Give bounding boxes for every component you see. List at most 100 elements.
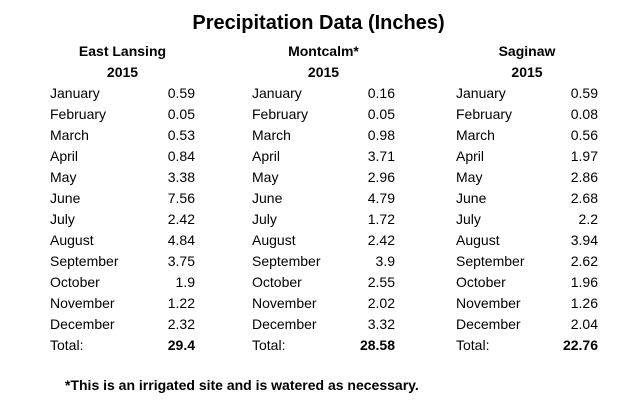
month-label: July — [456, 211, 481, 227]
site-data-rows: January 0.59 February 0.08 March 0.56 April 1.9… — [456, 83, 598, 356]
total-label: Total: — [252, 337, 286, 353]
month-label: July — [252, 211, 277, 227]
table-row: October 2.55 — [252, 272, 395, 293]
table-row: January 0.59 — [456, 83, 598, 104]
table-row: June 2.68 — [456, 188, 598, 209]
site-data-rows: January 0.16 February 0.05 March 0.98 April 3.7… — [252, 83, 395, 356]
value-cell: 2.32 — [167, 316, 195, 332]
value-cell: 2.68 — [570, 190, 598, 206]
table-row: September 3.75 — [50, 251, 195, 272]
table-row: January 0.16 — [252, 83, 395, 104]
value-cell: 0.84 — [167, 148, 195, 164]
table-row: May 3.38 — [50, 167, 195, 188]
table-row: November 1.26 — [456, 293, 598, 314]
table-row: July 2.2 — [456, 209, 598, 230]
month-label: October — [456, 274, 506, 290]
month-label: January — [252, 85, 302, 101]
value-cell: 1.96 — [570, 274, 598, 290]
table-row: April 3.71 — [252, 146, 395, 167]
month-label: June — [50, 190, 81, 206]
value-cell: 0.53 — [167, 127, 195, 143]
table-row: June 7.56 — [50, 188, 195, 209]
value-cell: 1.9 — [175, 274, 195, 290]
table-row: July 2.42 — [50, 209, 195, 230]
table-row: December 2.04 — [456, 314, 598, 335]
month-label: October — [252, 274, 302, 290]
table-row: August 4.84 — [50, 230, 195, 251]
month-label: April — [456, 148, 485, 164]
table-row: December 3.32 — [252, 314, 395, 335]
table-row: January 0.59 — [50, 83, 195, 104]
total-row: Total: 22.76 — [456, 335, 598, 356]
month-label: March — [252, 127, 291, 143]
value-cell: 2.62 — [570, 253, 598, 269]
site-column-montcalm: Montcalm* 2015 January 0.16 February 0.05 Ma… — [252, 41, 395, 356]
table-row: May 2.86 — [456, 167, 598, 188]
site-year: 2015 — [106, 64, 139, 80]
total-row: Total: 29.4 — [50, 335, 195, 356]
value-cell: 1.26 — [570, 295, 598, 311]
total-value: 29.4 — [167, 337, 195, 353]
value-cell: 2.86 — [570, 169, 598, 185]
site-name: Saginaw — [498, 43, 556, 59]
value-cell: 4.84 — [167, 232, 195, 248]
table-row: August 2.42 — [252, 230, 395, 251]
month-label: June — [252, 190, 283, 206]
table-row: February 0.05 — [50, 104, 195, 125]
month-label: February — [252, 106, 309, 122]
value-cell: 1.22 — [167, 295, 195, 311]
month-label: June — [456, 190, 487, 206]
value-cell: 2.02 — [367, 295, 395, 311]
month-label: May — [252, 169, 279, 185]
table-row: February 0.08 — [456, 104, 598, 125]
value-cell: 7.56 — [167, 190, 195, 206]
table-row: April 1.97 — [456, 146, 598, 167]
month-label: March — [456, 127, 495, 143]
table-row: March 0.98 — [252, 125, 395, 146]
table-row: May 2.96 — [252, 167, 395, 188]
month-label: December — [50, 316, 115, 332]
month-label: July — [50, 211, 75, 227]
site-year: 2015 — [307, 64, 340, 80]
footnote: *This is an irrigated site and is watere… — [65, 377, 419, 393]
table-row: November 1.22 — [50, 293, 195, 314]
month-label: October — [50, 274, 100, 290]
month-label: May — [50, 169, 77, 185]
table-row: July 1.72 — [252, 209, 395, 230]
value-cell: 3.94 — [570, 232, 598, 248]
table-row: April 0.84 — [50, 146, 195, 167]
month-label: March — [50, 127, 89, 143]
month-label: September — [50, 253, 119, 269]
month-label: August — [252, 232, 296, 248]
table-row: March 0.56 — [456, 125, 598, 146]
month-label: February — [456, 106, 513, 122]
value-cell: 2.2 — [578, 211, 598, 227]
month-label: April — [252, 148, 281, 164]
total-row: Total: 28.58 — [252, 335, 395, 356]
value-cell: 0.98 — [367, 127, 395, 143]
month-label: April — [50, 148, 79, 164]
table-row: November 2.02 — [252, 293, 395, 314]
table-row: June 4.79 — [252, 188, 395, 209]
table-row: September 3.9 — [252, 251, 395, 272]
month-label: September — [252, 253, 321, 269]
value-cell: 2.96 — [367, 169, 395, 185]
table-row: September 2.62 — [456, 251, 598, 272]
table-row: March 0.53 — [50, 125, 195, 146]
month-label: September — [456, 253, 525, 269]
table-row: December 2.32 — [50, 314, 195, 335]
table-row: August 3.94 — [456, 230, 598, 251]
month-label: December — [252, 316, 317, 332]
total-value: 28.58 — [359, 337, 395, 353]
value-cell: 3.38 — [167, 169, 195, 185]
page-title: Precipitation Data (Inches) — [192, 12, 445, 34]
table-row: October 1.9 — [50, 272, 195, 293]
site-column-saginaw: Saginaw 2015 January 0.59 February 0.08 Marc… — [456, 41, 598, 356]
site-name: East Lansing — [78, 43, 167, 59]
month-label: January — [50, 85, 100, 101]
total-label: Total: — [456, 337, 490, 353]
table-row: February 0.05 — [252, 104, 395, 125]
value-cell: 2.42 — [367, 232, 395, 248]
value-cell: 0.05 — [167, 106, 195, 122]
